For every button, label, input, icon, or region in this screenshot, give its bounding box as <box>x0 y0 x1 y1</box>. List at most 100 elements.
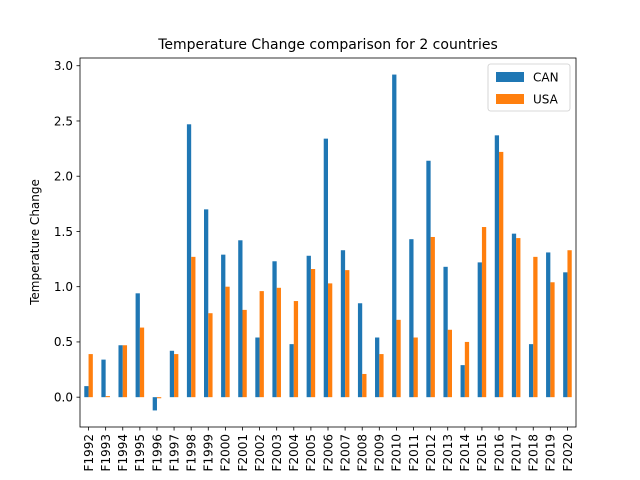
bar-usa-f2011 <box>413 337 418 398</box>
x-tick-label: F2015 <box>475 434 489 471</box>
y-tick-label: 0.5 <box>54 335 73 349</box>
x-tick-label: F2005 <box>304 434 318 471</box>
x-tick-label: F2003 <box>270 434 284 471</box>
bar-usa-f1996 <box>156 397 162 399</box>
bar-usa-f2013 <box>447 329 452 398</box>
x-tick-label: F1997 <box>167 434 181 471</box>
x-tick-label: F2014 <box>458 434 472 471</box>
bar-usa-f2020 <box>567 250 572 398</box>
bar-usa-f2001 <box>242 309 247 398</box>
y-axis-label-group: Temperature Change <box>28 179 42 306</box>
bar-usa-f2007 <box>345 270 350 398</box>
bar-usa-f2016 <box>499 151 504 398</box>
x-tick-label: F2012 <box>424 434 438 471</box>
bar-can-f2019 <box>546 252 551 398</box>
y-tick-label: 1.0 <box>54 280 73 294</box>
bar-can-f2005 <box>306 255 311 398</box>
x-tick-label: F2018 <box>527 434 541 471</box>
bar-usa-f1999 <box>208 313 213 398</box>
bar-can-f2018 <box>528 344 534 398</box>
x-tick-label: F2009 <box>373 434 387 471</box>
y-tick-label: 0.0 <box>54 390 73 404</box>
x-tick-label: F2001 <box>236 434 250 471</box>
bar-can-f2000 <box>221 254 226 398</box>
bar-usa-f2019 <box>550 282 555 398</box>
bar-usa-f2018 <box>533 256 538 398</box>
bar-can-f2006 <box>323 138 328 398</box>
legend-swatch-usa <box>496 94 524 104</box>
bar-usa-f2003 <box>276 287 281 398</box>
y-tick-label: 3.0 <box>54 59 73 73</box>
bar-usa-f2014 <box>464 341 470 398</box>
bar-usa-f2015 <box>481 227 487 398</box>
y-tick-label: 1.5 <box>54 225 73 239</box>
bar-can-f1992 <box>84 386 89 398</box>
bar-can-f1997 <box>169 350 175 398</box>
bar-usa-f2010 <box>396 319 401 398</box>
x-tick-label: F1992 <box>82 434 96 471</box>
bar-can-f2007 <box>340 250 346 398</box>
bar-usa-f1994 <box>122 345 128 398</box>
bar-usa-f2000 <box>225 286 230 398</box>
bars-layer <box>84 74 572 411</box>
bar-usa-f2005 <box>310 269 316 398</box>
x-tick-label: F1995 <box>133 434 147 471</box>
bar-can-f2012 <box>426 160 431 398</box>
x-tick-label: F2006 <box>321 434 335 471</box>
bar-can-f2004 <box>289 344 294 398</box>
bar-usa-f1995 <box>139 327 145 398</box>
bar-usa-f2012 <box>430 236 435 398</box>
x-tick-label: F1998 <box>184 434 198 471</box>
legend-label-can: CAN <box>533 71 559 85</box>
bar-can-f1996 <box>152 397 157 411</box>
x-tick-label: F2002 <box>253 434 267 471</box>
bar-can-f1993 <box>101 359 106 398</box>
bar-can-f1999 <box>204 209 209 398</box>
bar-usa-f1997 <box>174 354 179 398</box>
x-tick-label: F1999 <box>202 434 216 471</box>
bar-usa-f2002 <box>259 291 264 398</box>
bar-usa-f2006 <box>328 283 333 398</box>
bar-usa-f2017 <box>516 238 521 398</box>
bar-can-f1995 <box>135 293 140 398</box>
x-tick-label: F1994 <box>116 434 130 471</box>
bar-can-f2002 <box>255 337 260 398</box>
x-tick-label: F2004 <box>287 434 301 471</box>
y-axis-label: Temperature Change <box>28 179 42 306</box>
bar-usa-f1998 <box>191 256 196 398</box>
bar-can-f2015 <box>477 262 482 398</box>
x-tick-label: F2010 <box>390 434 404 471</box>
x-tick-label: F2020 <box>561 434 575 471</box>
legend-swatch-can <box>496 72 524 82</box>
bar-can-f1994 <box>118 345 123 398</box>
x-tick-label: F1996 <box>150 434 164 471</box>
bar-can-f1998 <box>186 124 192 398</box>
bar-can-f2014 <box>460 365 465 398</box>
bar-can-f2020 <box>563 272 568 398</box>
bar-can-f2011 <box>409 239 414 398</box>
bar-usa-f2004 <box>293 301 299 398</box>
bar-can-f2017 <box>511 233 517 398</box>
x-tick-label: F2013 <box>441 434 455 471</box>
x-tick-label: F2008 <box>356 434 370 471</box>
x-tick-label: F2007 <box>338 434 352 471</box>
legend-label-usa: USA <box>533 93 559 107</box>
x-tick-label: F2016 <box>492 434 506 471</box>
x-tick-label: F2019 <box>544 434 558 471</box>
bar-can-f2016 <box>494 135 500 398</box>
x-tick-label: F1993 <box>99 434 113 471</box>
bar-can-f2001 <box>238 240 243 398</box>
y-tick-label: 2.5 <box>54 114 73 128</box>
x-tick-label: F2011 <box>407 434 421 471</box>
bar-usa-f1992 <box>88 354 93 398</box>
bar-usa-f2009 <box>379 354 384 398</box>
bar-can-f2008 <box>357 303 363 398</box>
legend: CAN USA <box>487 63 571 112</box>
x-tick-label: F2000 <box>219 434 233 471</box>
y-tick-label: 2.0 <box>54 170 73 184</box>
bar-can-f2010 <box>392 74 397 398</box>
chart-title: Temperature Change comparison for 2 coun… <box>157 37 498 53</box>
bar-can-f2009 <box>375 337 380 398</box>
